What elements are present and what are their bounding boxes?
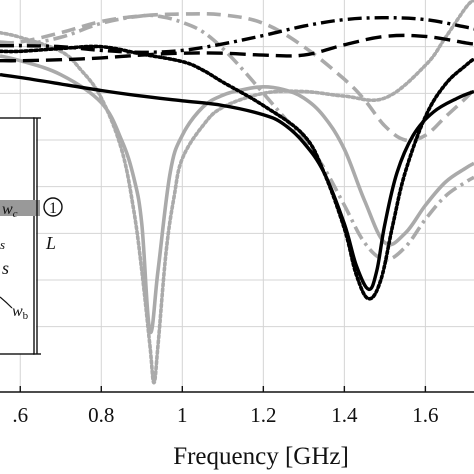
feed-strip bbox=[0, 200, 40, 216]
x-ticks: .6 0.8 1 1.2 1.4 1.6 bbox=[12, 386, 439, 427]
series-line-gray-dotted bbox=[0, 0, 474, 385]
port-number: 1 bbox=[49, 200, 57, 217]
series-group bbox=[0, 0, 474, 385]
series-line-black-dashdot bbox=[0, 16, 474, 54]
x-tick-label: .6 bbox=[12, 403, 28, 427]
inset-schematic: wc 1 L s s wb bbox=[0, 117, 63, 355]
series-line-gray-dashdot bbox=[0, 13, 474, 262]
inset-L-label: L bbox=[45, 233, 56, 253]
x-tick-label: 1 bbox=[177, 403, 188, 427]
inset-s-partial-label: s bbox=[0, 237, 5, 252]
inset-frame bbox=[0, 117, 35, 355]
x-axis-title: Frequency [GHz] bbox=[173, 443, 349, 470]
x-tick-label: 1.6 bbox=[412, 403, 438, 427]
port-marker bbox=[43, 197, 63, 217]
inset-background bbox=[0, 118, 36, 354]
x-tick-label: 0.8 bbox=[88, 403, 114, 427]
series-line-black-dotted bbox=[0, 44, 474, 301]
series-line-black-dashed bbox=[0, 33, 474, 63]
series-line-gray-dashed bbox=[0, 11, 474, 143]
inset-s-label: s bbox=[2, 258, 9, 278]
inset-wb-label: wb bbox=[12, 303, 29, 322]
inset-wc-label: wc bbox=[2, 201, 18, 220]
series-line-gray-solid bbox=[0, 54, 474, 335]
x-tick-label: 1.4 bbox=[331, 403, 358, 427]
x-tick-label: 1.2 bbox=[250, 403, 276, 427]
wb-pointer bbox=[0, 296, 13, 309]
